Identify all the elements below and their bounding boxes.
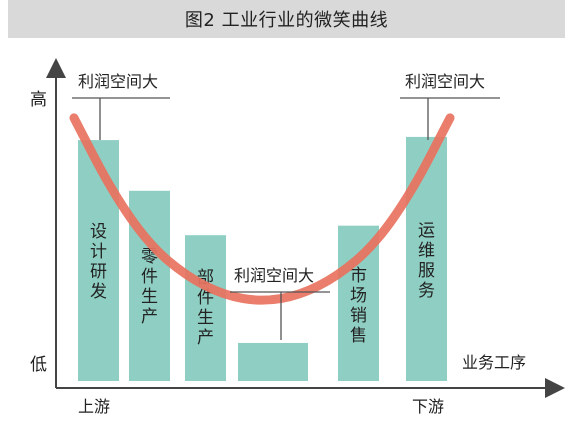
- y-label-high: 高: [30, 90, 47, 110]
- callout-text-0: 利润空间大: [78, 72, 158, 91]
- bar-label-2: 部件生产: [197, 268, 214, 348]
- x-label-end: 下游: [412, 397, 444, 416]
- bar-0: [78, 140, 119, 381]
- bar-3: [238, 342, 308, 381]
- bar-2: [185, 235, 226, 381]
- bar-label-1: 零件生产: [141, 247, 158, 327]
- chart-title: 图2 工业行业的微笑曲线: [8, 0, 565, 38]
- x-axis-title: 业务工序: [462, 353, 526, 372]
- bar-5: [406, 136, 447, 381]
- bar-4: [338, 225, 379, 381]
- callout-text-2: 利润空间大: [234, 266, 314, 285]
- x-label-start: 上游: [78, 397, 110, 416]
- smile-curve: [69, 113, 455, 305]
- bar-label-4: 市场销售: [350, 266, 367, 346]
- callout-text-1: 利润空间大: [405, 72, 485, 91]
- y-label-low: 低: [30, 355, 47, 375]
- bar-label-5: 运维服务: [418, 221, 435, 301]
- bar-label-0: 设计研发: [90, 222, 107, 302]
